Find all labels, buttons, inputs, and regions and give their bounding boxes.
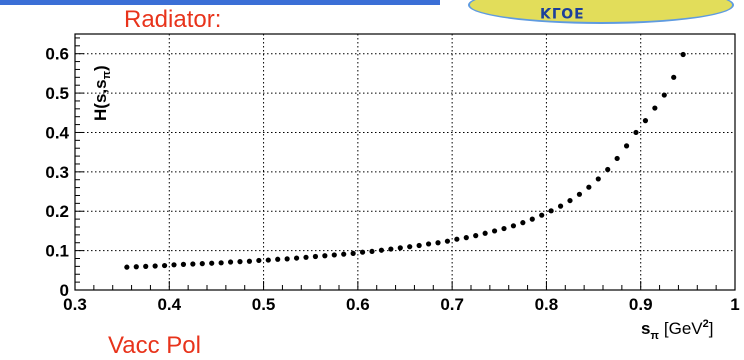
data-point — [246, 258, 253, 264]
data-point — [633, 129, 639, 136]
data-point — [265, 257, 271, 263]
data-point — [303, 254, 309, 260]
y-tick-label: 0.4 — [45, 123, 69, 142]
data-point — [369, 248, 375, 255]
data-point — [199, 261, 205, 267]
data-point — [605, 166, 611, 173]
data-point — [557, 203, 564, 209]
data-point — [350, 250, 356, 256]
data-point — [275, 256, 281, 262]
x-tick-label: 1 — [730, 295, 739, 314]
data-point — [510, 223, 517, 229]
scatter-chart: 0.3 0.4 0.5 0.6 0.7 0.8 0.9 1 00.10.20.30.40.50… — [45, 33, 740, 342]
x-tick-label: 0.5 — [252, 295, 276, 314]
data-point — [435, 240, 441, 246]
y-tick-label: 0.1 — [45, 242, 69, 261]
data-point — [463, 235, 469, 241]
y-tick-label: 0.3 — [45, 163, 69, 182]
data-point — [501, 225, 507, 232]
data-point — [416, 242, 422, 249]
data-point — [680, 51, 686, 58]
data-point — [256, 257, 262, 264]
slide-heading: Radiator: — [124, 6, 222, 33]
x-axis-title: sπ [GeV2] — [641, 318, 714, 342]
data-point — [642, 118, 649, 124]
data-point — [359, 249, 366, 255]
data-point — [152, 263, 158, 269]
data-point — [444, 238, 451, 244]
y-tick-labels: 0 0.1 0.2 0.3 0.4 0.5 0.6 — [45, 45, 69, 300]
data-point — [425, 241, 432, 247]
data-point — [529, 216, 535, 222]
data-point — [586, 184, 592, 190]
data-point — [190, 261, 196, 267]
data-point — [124, 264, 130, 270]
x-tick-label: 0.9 — [629, 295, 653, 314]
data-point — [133, 264, 139, 270]
y-tick-label: 0.6 — [45, 45, 69, 64]
minor-ticks — [74, 37, 736, 291]
x-tick-labels: 0.3 0.4 0.5 0.6 0.7 0.8 0.9 1 — [63, 295, 740, 314]
x-tick-label: 0.8 — [535, 295, 559, 314]
data-point — [293, 255, 300, 261]
data-point — [180, 261, 187, 267]
data-point — [397, 245, 403, 251]
x-tick-label: 0.4 — [157, 295, 181, 314]
data-point — [491, 228, 498, 234]
x-tick-label: 0.3 — [63, 295, 87, 314]
data-point — [623, 143, 630, 149]
data-point — [227, 259, 234, 265]
data-point — [652, 105, 658, 111]
grid-lines — [75, 34, 735, 290]
data-point — [567, 197, 573, 204]
data-points — [124, 51, 686, 270]
data-point — [378, 247, 385, 253]
data-point — [161, 262, 168, 269]
data-point — [520, 220, 526, 226]
data-point — [171, 262, 177, 268]
data-point — [218, 260, 224, 266]
data-point — [671, 74, 677, 80]
plot-frame — [74, 33, 736, 291]
data-point — [473, 233, 479, 239]
data-point — [482, 230, 488, 236]
y-axis-title: H(s,sπ) — [91, 65, 113, 121]
header-rule — [0, 0, 440, 5]
data-point — [341, 251, 347, 257]
data-point — [661, 92, 667, 98]
data-point — [388, 246, 394, 252]
data-point — [209, 260, 215, 266]
y-tick-label: 0.2 — [45, 202, 69, 221]
data-point — [407, 244, 413, 250]
data-point — [595, 176, 601, 182]
data-point — [454, 236, 460, 242]
data-point — [143, 263, 149, 269]
data-point — [576, 191, 583, 197]
data-point — [322, 253, 328, 259]
data-point — [548, 208, 554, 214]
data-point — [284, 256, 290, 262]
data-point — [539, 212, 545, 218]
data-point — [331, 252, 337, 258]
data-point — [312, 253, 319, 260]
y-tick-label: 0.5 — [45, 84, 69, 103]
x-tick-label: 0.7 — [440, 295, 464, 314]
y-tick-label: 0 — [60, 281, 69, 300]
data-point — [614, 155, 620, 162]
data-point — [237, 259, 243, 265]
x-tick-label: 0.6 — [346, 295, 370, 314]
